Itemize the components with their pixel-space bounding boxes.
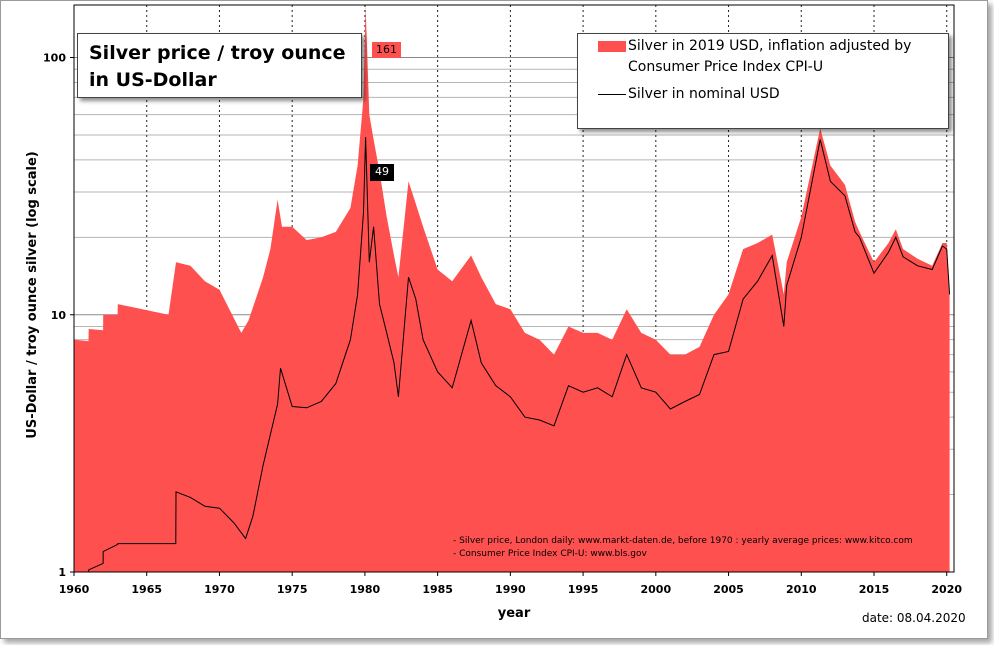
y-tick-label: 10 xyxy=(51,309,67,322)
x-tick-label: 1995 xyxy=(568,583,599,596)
plot-border xyxy=(73,4,955,573)
y-tick-label: 1 xyxy=(58,566,66,579)
x-tick-label: 1975 xyxy=(277,583,308,596)
x-axis-title: year xyxy=(498,606,531,621)
x-tick-label: 1990 xyxy=(495,583,526,596)
x-tick-label: 2020 xyxy=(931,583,962,596)
x-tick-label: 2000 xyxy=(641,583,672,596)
x-tick-label: 1985 xyxy=(422,583,453,596)
chart-title: Silver price / troy ounce in US-Dollar xyxy=(89,42,346,91)
chart-title-box: Silver price / troy ounce in US-Dollar xyxy=(77,33,362,98)
y-tick-label: 100 xyxy=(43,52,66,65)
x-tick-label: 2015 xyxy=(859,583,890,596)
x-tick-label: 2005 xyxy=(713,583,744,596)
legend: Silver in 2019 USD, inflation adjusted b… xyxy=(577,33,949,129)
x-tick-label: 1980 xyxy=(350,583,381,596)
source-note-1: - Silver price, London daily: www.markt-… xyxy=(453,536,913,546)
y-axis-title: US-Dollar / troy ounce silver (log scale… xyxy=(25,151,40,438)
peak-real-label: 161 xyxy=(372,42,401,58)
x-tick-label: 1970 xyxy=(204,583,235,596)
source-note-2: - Consumer Price Index CPI-U: www.bls.go… xyxy=(453,549,648,559)
x-tick-label: 2010 xyxy=(786,583,817,596)
date-label: date: 08.04.2020 xyxy=(862,611,966,625)
x-tick-label: 1965 xyxy=(131,583,162,596)
x-axis-ticks: 1960 1965 1970 1975 1980 1985 1990 1995 2000 2005… xyxy=(59,572,962,596)
legend-line-nominal xyxy=(598,94,626,95)
nominal-price-line xyxy=(74,137,951,573)
legend-label-real: Silver in 2019 USD, inflation adjusted b… xyxy=(628,38,912,75)
x-tick-label: 1960 xyxy=(59,583,90,596)
legend-label-nominal: Silver in nominal USD xyxy=(628,86,780,102)
peak-nominal-label: 49 xyxy=(370,164,394,181)
legend-swatch-real xyxy=(598,41,626,52)
y-axis-ticks: 1 10 100 xyxy=(43,52,74,579)
real-price-area xyxy=(74,5,950,572)
